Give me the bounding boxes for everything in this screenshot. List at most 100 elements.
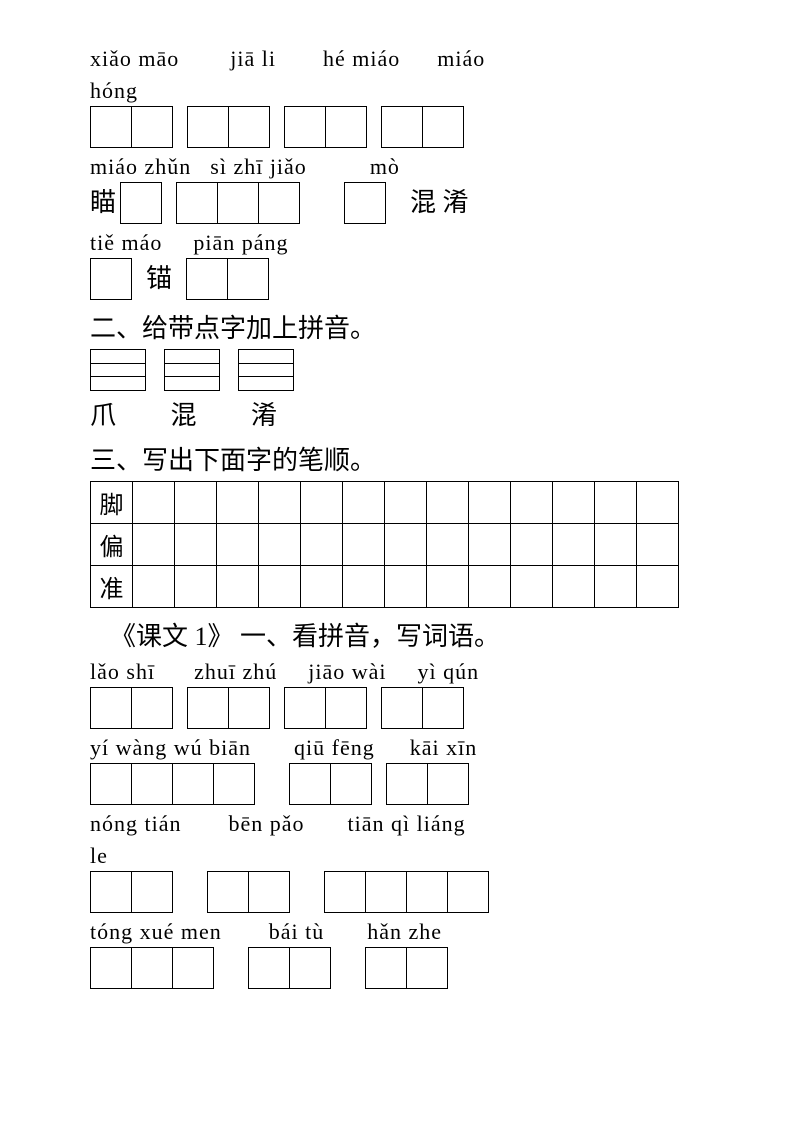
write-box[interactable] xyxy=(90,763,132,805)
write-box[interactable] xyxy=(381,106,423,148)
write-box[interactable] xyxy=(637,524,679,566)
write-box[interactable] xyxy=(176,182,218,224)
pinyin: xiǎo māo xyxy=(90,46,179,72)
write-box[interactable] xyxy=(385,482,427,524)
write-box[interactable] xyxy=(90,258,132,300)
pinyin-write-box[interactable] xyxy=(164,349,220,391)
write-box[interactable] xyxy=(217,524,259,566)
write-box[interactable] xyxy=(207,871,249,913)
write-box[interactable] xyxy=(343,524,385,566)
write-box[interactable] xyxy=(133,524,175,566)
write-box[interactable] xyxy=(213,763,255,805)
write-box[interactable] xyxy=(511,482,553,524)
write-box[interactable] xyxy=(330,763,372,805)
write-box[interactable] xyxy=(637,482,679,524)
write-box[interactable] xyxy=(172,763,214,805)
write-box[interactable] xyxy=(227,258,269,300)
write-box[interactable] xyxy=(469,524,511,566)
write-box[interactable] xyxy=(284,687,326,729)
write-box-group xyxy=(207,871,290,913)
write-box[interactable] xyxy=(90,106,132,148)
write-box-group xyxy=(386,763,469,805)
pinyin-write-box[interactable] xyxy=(238,349,294,391)
write-box[interactable] xyxy=(289,763,331,805)
write-box[interactable] xyxy=(422,106,464,148)
write-box[interactable] xyxy=(133,566,175,608)
write-box[interactable] xyxy=(553,482,595,524)
write-box[interactable] xyxy=(365,947,407,989)
write-box[interactable] xyxy=(511,566,553,608)
write-box[interactable] xyxy=(131,871,173,913)
write-box[interactable] xyxy=(90,687,132,729)
write-box[interactable] xyxy=(133,482,175,524)
write-box[interactable] xyxy=(427,524,469,566)
write-box[interactable] xyxy=(637,566,679,608)
write-box[interactable] xyxy=(427,566,469,608)
write-box[interactable] xyxy=(284,106,326,148)
write-box[interactable] xyxy=(553,524,595,566)
pinyin: bái tù xyxy=(269,919,325,945)
write-box[interactable] xyxy=(511,524,553,566)
write-box[interactable] xyxy=(422,687,464,729)
write-box[interactable] xyxy=(217,566,259,608)
write-box[interactable] xyxy=(131,106,173,148)
write-box[interactable] xyxy=(258,182,300,224)
write-box[interactable] xyxy=(217,482,259,524)
write-box[interactable] xyxy=(120,182,162,224)
write-box[interactable] xyxy=(187,687,229,729)
write-box[interactable] xyxy=(90,947,132,989)
write-box[interactable] xyxy=(325,687,367,729)
write-box[interactable] xyxy=(217,182,259,224)
write-box[interactable] xyxy=(365,871,407,913)
write-box[interactable] xyxy=(427,763,469,805)
write-box[interactable] xyxy=(131,947,173,989)
write-box[interactable] xyxy=(595,566,637,608)
write-box[interactable] xyxy=(175,524,217,566)
write-box[interactable] xyxy=(301,524,343,566)
write-box[interactable] xyxy=(406,947,448,989)
write-box[interactable] xyxy=(175,482,217,524)
write-box[interactable] xyxy=(259,566,301,608)
write-box[interactable] xyxy=(344,182,386,224)
table-row: 脚 xyxy=(91,482,679,524)
write-box[interactable] xyxy=(386,763,428,805)
write-box[interactable] xyxy=(289,947,331,989)
write-box[interactable] xyxy=(325,106,367,148)
write-box[interactable] xyxy=(248,947,290,989)
write-box[interactable] xyxy=(228,106,270,148)
write-box[interactable] xyxy=(175,566,217,608)
write-box[interactable] xyxy=(406,871,448,913)
write-box[interactable] xyxy=(469,482,511,524)
write-box[interactable] xyxy=(172,947,214,989)
write-box[interactable] xyxy=(186,258,228,300)
given-char: 混 淆 xyxy=(410,182,469,224)
pinyin: jiāo wài xyxy=(308,659,386,685)
write-box[interactable] xyxy=(553,566,595,608)
write-box[interactable] xyxy=(469,566,511,608)
box-row xyxy=(90,687,710,729)
write-box[interactable] xyxy=(259,524,301,566)
pinyin-write-box[interactable] xyxy=(90,349,146,391)
write-box[interactable] xyxy=(595,482,637,524)
write-box[interactable] xyxy=(259,482,301,524)
write-box[interactable] xyxy=(385,566,427,608)
write-box[interactable] xyxy=(228,687,270,729)
write-box[interactable] xyxy=(248,871,290,913)
write-box[interactable] xyxy=(385,524,427,566)
write-box[interactable] xyxy=(343,482,385,524)
write-box-group xyxy=(284,106,367,148)
write-box[interactable] xyxy=(343,566,385,608)
write-box[interactable] xyxy=(447,871,489,913)
pinyin: hǎn zhe xyxy=(367,919,442,945)
write-box[interactable] xyxy=(90,871,132,913)
write-box[interactable] xyxy=(301,566,343,608)
write-box[interactable] xyxy=(131,763,173,805)
write-box[interactable] xyxy=(427,482,469,524)
write-box[interactable] xyxy=(301,482,343,524)
write-box[interactable] xyxy=(131,687,173,729)
write-box[interactable] xyxy=(381,687,423,729)
write-box[interactable] xyxy=(595,524,637,566)
write-box[interactable] xyxy=(187,106,229,148)
write-box[interactable] xyxy=(324,871,366,913)
pinyin: piān páng xyxy=(193,230,288,256)
